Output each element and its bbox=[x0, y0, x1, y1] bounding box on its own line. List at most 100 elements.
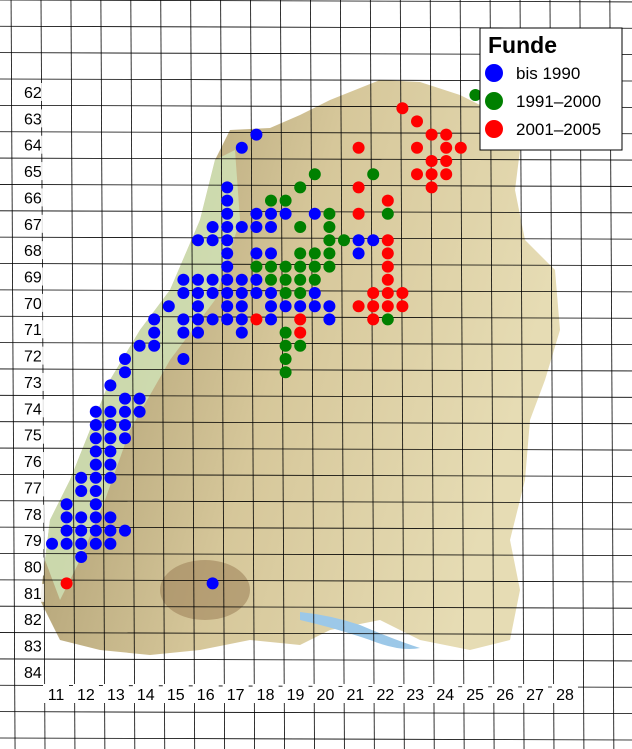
column-label: 22 bbox=[376, 687, 394, 704]
finding-dot bbox=[221, 247, 233, 259]
finding-dot bbox=[221, 181, 233, 193]
finding-dot bbox=[411, 142, 423, 154]
finding-dot bbox=[353, 300, 365, 312]
finding-dot bbox=[61, 577, 73, 589]
black-forest-relief bbox=[160, 560, 250, 620]
finding-dot bbox=[207, 287, 219, 299]
finding-dot bbox=[265, 300, 277, 312]
finding-dot bbox=[192, 300, 204, 312]
finding-dot bbox=[367, 300, 379, 312]
finding-dot bbox=[382, 313, 394, 325]
finding-dot bbox=[265, 313, 277, 325]
finding-dot bbox=[177, 313, 189, 325]
finding-dot bbox=[236, 300, 248, 312]
finding-dot bbox=[280, 366, 292, 378]
column-label: 18 bbox=[257, 687, 275, 704]
column-label: 13 bbox=[107, 687, 125, 704]
column-label: 21 bbox=[347, 687, 365, 704]
column-label: 16 bbox=[197, 687, 215, 704]
column-label: 17 bbox=[227, 687, 245, 704]
finding-dot bbox=[411, 115, 423, 127]
finding-dot bbox=[207, 313, 219, 325]
finding-dot bbox=[192, 287, 204, 299]
finding-dot bbox=[280, 274, 292, 286]
legend-swatch bbox=[485, 92, 503, 110]
column-label: 25 bbox=[466, 687, 484, 704]
row-label: 81 bbox=[24, 586, 42, 603]
finding-dot bbox=[280, 300, 292, 312]
finding-dot bbox=[265, 208, 277, 220]
finding-dot bbox=[119, 366, 131, 378]
finding-dot bbox=[221, 234, 233, 246]
row-label: 73 bbox=[24, 375, 42, 392]
finding-dot bbox=[250, 261, 262, 273]
finding-dot bbox=[280, 353, 292, 365]
finding-dot bbox=[294, 340, 306, 352]
finding-dot bbox=[411, 168, 423, 180]
finding-dot bbox=[280, 340, 292, 352]
finding-dot bbox=[367, 234, 379, 246]
finding-dot bbox=[396, 287, 408, 299]
finding-dot bbox=[294, 287, 306, 299]
finding-dot bbox=[382, 274, 394, 286]
finding-dot bbox=[61, 538, 73, 550]
finding-dot bbox=[323, 313, 335, 325]
row-label: 79 bbox=[24, 533, 42, 550]
finding-dot bbox=[280, 327, 292, 339]
finding-dot bbox=[309, 168, 321, 180]
finding-dot bbox=[323, 221, 335, 233]
finding-dot bbox=[265, 247, 277, 259]
finding-dot bbox=[192, 313, 204, 325]
finding-dot bbox=[382, 195, 394, 207]
finding-dot bbox=[104, 459, 116, 471]
finding-dot bbox=[426, 168, 438, 180]
finding-dot bbox=[134, 393, 146, 405]
finding-dot bbox=[309, 208, 321, 220]
row-label: 69 bbox=[24, 270, 42, 287]
finding-dot bbox=[148, 313, 160, 325]
finding-dot bbox=[353, 142, 365, 154]
row-label: 74 bbox=[24, 401, 42, 418]
finding-dot bbox=[353, 234, 365, 246]
row-label: 80 bbox=[24, 559, 42, 576]
finding-dot bbox=[90, 511, 102, 523]
finding-dot bbox=[426, 181, 438, 193]
finding-dot bbox=[221, 313, 233, 325]
finding-dot bbox=[236, 142, 248, 154]
finding-dot bbox=[90, 498, 102, 510]
legend-title: Funde bbox=[488, 32, 557, 58]
finding-dot bbox=[104, 511, 116, 523]
row-label: 67 bbox=[24, 217, 42, 234]
finding-dot bbox=[440, 142, 452, 154]
finding-dot bbox=[177, 353, 189, 365]
row-label: 70 bbox=[24, 296, 42, 313]
finding-dot bbox=[177, 274, 189, 286]
finding-dot bbox=[309, 274, 321, 286]
finding-dot bbox=[353, 247, 365, 259]
finding-dot bbox=[104, 432, 116, 444]
finding-dot bbox=[236, 221, 248, 233]
finding-dot bbox=[294, 247, 306, 259]
finding-dot bbox=[61, 511, 73, 523]
finding-dot bbox=[221, 195, 233, 207]
finding-dot bbox=[382, 247, 394, 259]
finding-dot bbox=[280, 261, 292, 273]
row-label: 78 bbox=[24, 507, 42, 524]
finding-dot bbox=[90, 445, 102, 457]
finding-dot bbox=[75, 485, 87, 497]
finding-dot bbox=[75, 472, 87, 484]
finding-dot bbox=[353, 208, 365, 220]
row-label: 71 bbox=[24, 322, 42, 339]
column-label: 23 bbox=[406, 687, 424, 704]
finding-dot bbox=[90, 525, 102, 537]
legend-label: 1991–2000 bbox=[516, 92, 601, 111]
finding-dot bbox=[353, 181, 365, 193]
finding-dot bbox=[46, 538, 58, 550]
finding-dot bbox=[265, 195, 277, 207]
finding-dot bbox=[119, 393, 131, 405]
finding-dot bbox=[90, 485, 102, 497]
finding-dot bbox=[323, 300, 335, 312]
finding-dot bbox=[250, 129, 262, 141]
finding-dot bbox=[396, 300, 408, 312]
row-label: 83 bbox=[24, 639, 42, 656]
